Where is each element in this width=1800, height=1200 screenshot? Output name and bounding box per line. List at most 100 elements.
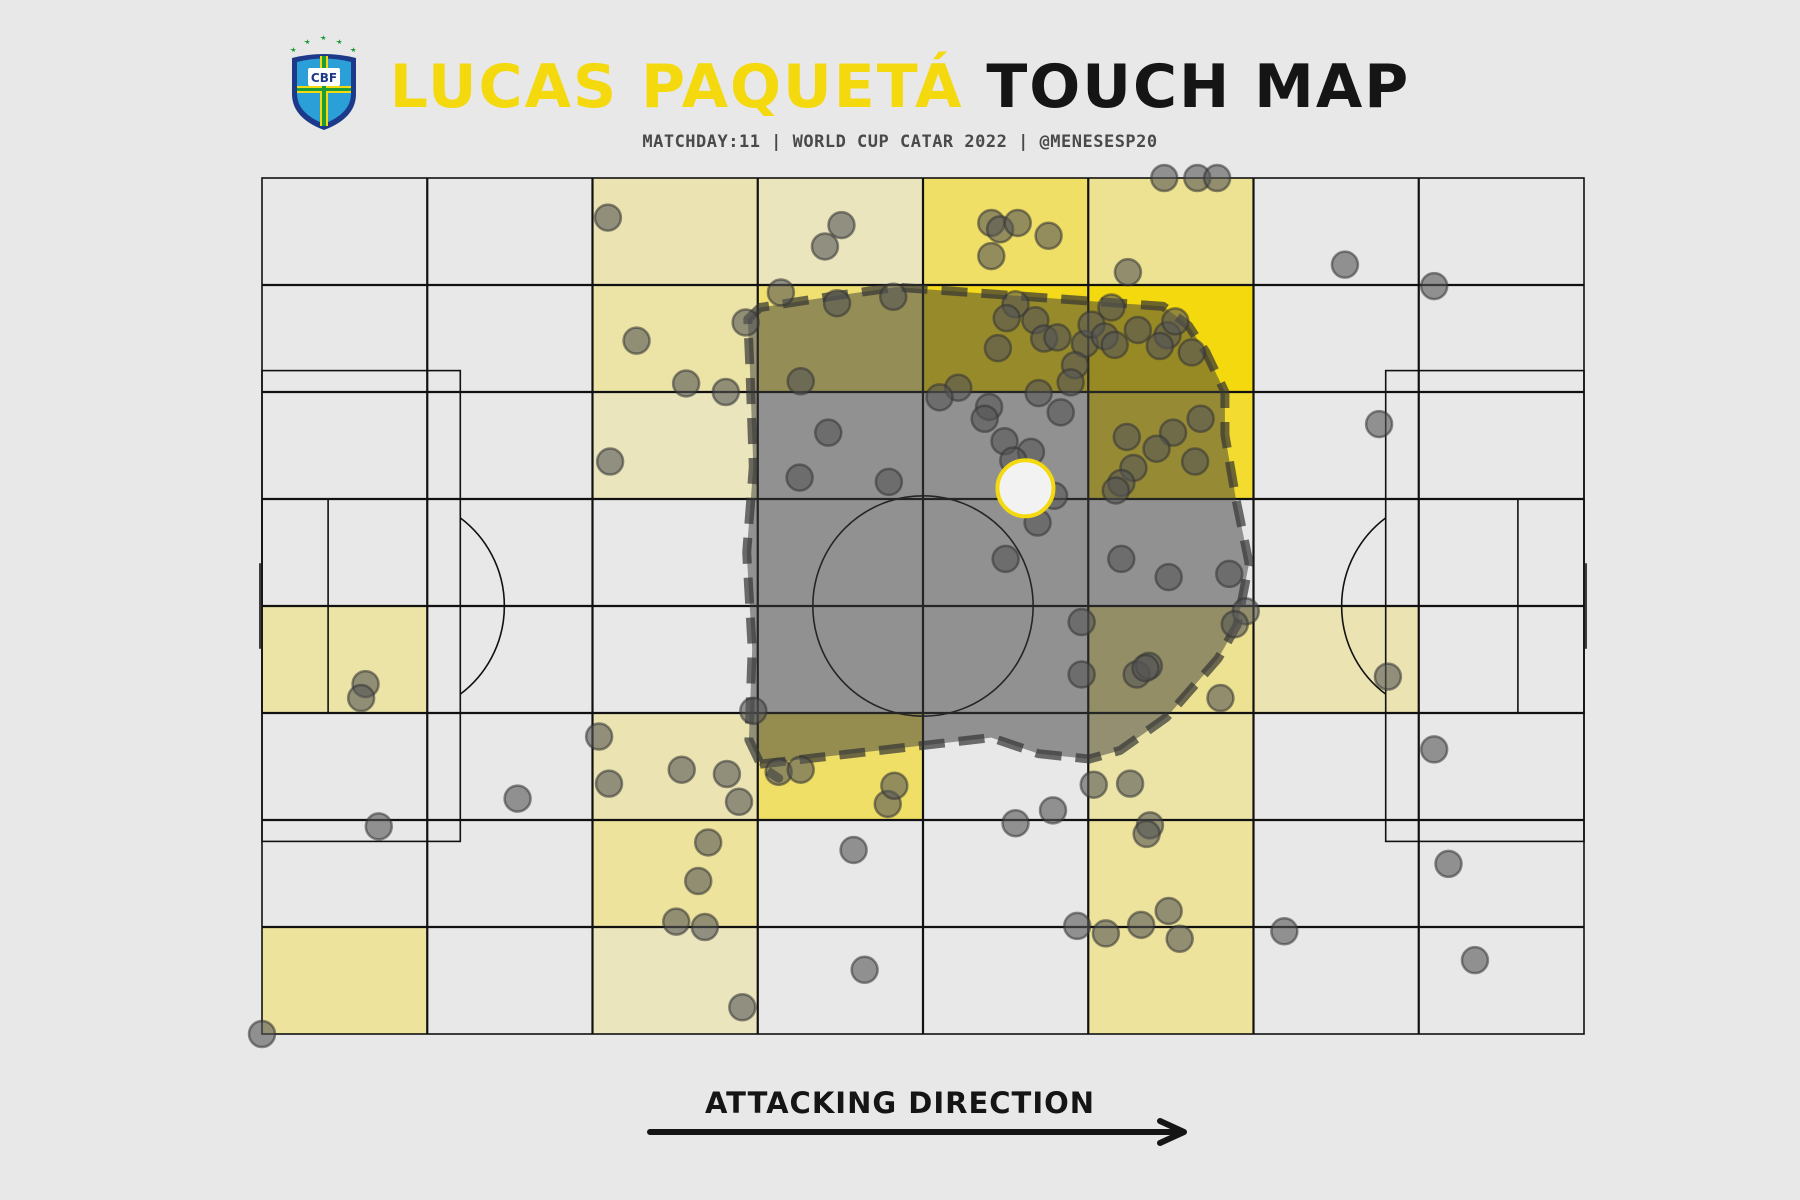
touch-point [1150, 163, 1179, 193]
touch-point [671, 369, 701, 398]
heatmap-cell [757, 820, 923, 927]
heatmap-cell [427, 392, 593, 499]
heatmap-cell [427, 285, 593, 392]
arrow-right-icon [647, 1118, 1187, 1146]
star-icon [350, 47, 356, 52]
touch-point [1003, 208, 1032, 238]
touch-point [1126, 910, 1156, 940]
touch-point [874, 467, 904, 497]
touch-point [839, 835, 868, 865]
touch-point [827, 210, 856, 240]
touch-point [1112, 422, 1142, 452]
touch-point [728, 993, 757, 1022]
touch-point [850, 955, 879, 985]
touch-point [739, 696, 768, 726]
touch-point [1107, 544, 1136, 574]
average-position-marker [995, 458, 1056, 519]
touch-point [1038, 796, 1068, 825]
heatmap-cell [592, 178, 758, 285]
touch-point [661, 907, 691, 936]
logo-text: CBF [311, 71, 337, 85]
heatmap-cell [427, 178, 593, 285]
touch-point [711, 377, 741, 407]
touch-point [595, 447, 625, 476]
touch-point [1142, 434, 1171, 463]
heatmap-cell [592, 499, 758, 606]
touch-point [1123, 315, 1153, 345]
touch-point [1043, 323, 1072, 352]
touch-point [970, 404, 999, 433]
heatmap-cell [1418, 713, 1584, 820]
heatmap-cell [262, 178, 428, 285]
heatmap-cell [1418, 392, 1584, 499]
heatmap-cell [592, 606, 758, 713]
touch-point [1145, 331, 1175, 361]
touch-point [880, 771, 909, 801]
touch-point [1034, 221, 1063, 251]
touch-point [712, 759, 742, 789]
heatmap-cell [1253, 606, 1419, 713]
heatmap-cell [1418, 606, 1584, 713]
touch-point [1434, 849, 1463, 879]
touch-point [1460, 945, 1490, 975]
touch-point [724, 787, 754, 817]
heatmap-cell [262, 713, 428, 820]
heatmap-cell [1253, 499, 1419, 606]
touch-point [346, 683, 376, 713]
touch-point [684, 866, 713, 896]
touch-point [879, 282, 908, 312]
touch-point [1186, 404, 1215, 433]
star-icon [336, 39, 342, 44]
touch-point [1056, 368, 1085, 397]
touch-point [1161, 307, 1190, 336]
touch-point [1001, 808, 1030, 838]
touch-point [667, 755, 696, 784]
chart-subtitle: MATCHDAY:11 | WORLD CUP CATAR 2022 | @ME… [642, 132, 1158, 152]
chart-title: LUCAS PAQUETÁ TOUCH MAP [0, 52, 1800, 122]
heatmap-cell [262, 927, 428, 1034]
touch-point [1132, 819, 1161, 849]
heatmap-cell [592, 285, 758, 392]
touch-point [1206, 683, 1235, 713]
touch-point [247, 1019, 277, 1049]
heatmap-cell [1253, 392, 1419, 499]
touch-point [690, 912, 720, 942]
touch-point [503, 784, 532, 813]
heatmap-cell [923, 820, 1089, 927]
touch-point [693, 828, 723, 857]
touch-point [1097, 293, 1126, 322]
heatmap-cell [262, 285, 428, 392]
touch-point [810, 232, 840, 261]
touch-point [1115, 769, 1145, 798]
title-highlight: LUCAS PAQUETÁ [389, 52, 964, 122]
touch-point [1067, 660, 1096, 689]
touch-point [1373, 662, 1403, 691]
centroid-layer [995, 458, 1056, 519]
touch-hull-layer [742, 282, 1254, 783]
touch-point [594, 769, 624, 798]
touch-point [584, 722, 614, 751]
heatmap-cell [1418, 178, 1584, 285]
heatmap-cell [427, 927, 593, 1034]
touch-point [983, 333, 1013, 363]
touch-point [925, 383, 954, 412]
touch-point [622, 326, 651, 355]
touch-point [785, 463, 814, 492]
heatmap-cell [262, 392, 428, 499]
touch-point [1154, 562, 1183, 592]
heatmap-cell [1418, 499, 1584, 606]
heatmap-cell [1253, 713, 1419, 820]
touch-point [822, 288, 852, 318]
touch-point [814, 418, 843, 447]
heatmap-cell [262, 606, 428, 713]
touch-point [1330, 250, 1360, 279]
touch-point [1024, 378, 1053, 408]
touch-point [1062, 911, 1092, 941]
touch-point [364, 812, 394, 841]
heatmap-cell [1253, 820, 1419, 927]
heatmap-cell [1253, 285, 1419, 392]
heatmap-cell [427, 499, 593, 606]
title-rest: TOUCH MAP [986, 52, 1411, 122]
touch-point [1091, 919, 1121, 948]
touch-point [1180, 447, 1210, 476]
